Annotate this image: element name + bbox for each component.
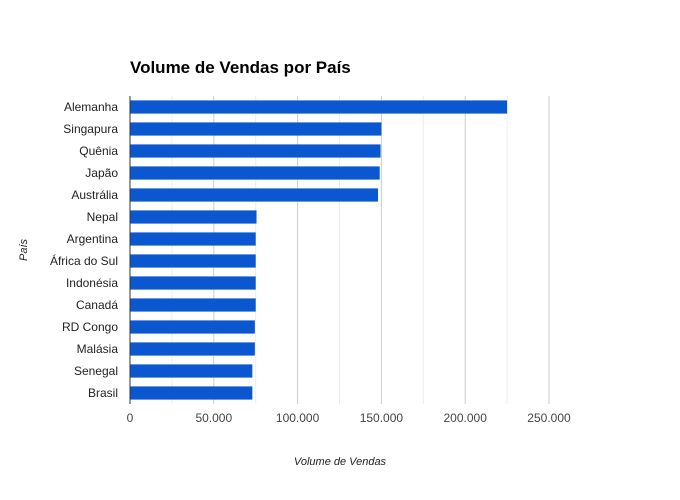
category-label: Argentina	[67, 232, 119, 246]
y-axis-title: País	[18, 238, 30, 261]
grid-layer	[171, 96, 550, 404]
category-label: Brasil	[88, 386, 118, 400]
category-labels: Alemanha Singapura Quênia Japão Austrália Nep…	[50, 100, 118, 400]
chart-title: Volume de Vendas por País	[130, 58, 351, 77]
x-tick-label: 0	[127, 411, 134, 425]
x-tick-label: 50.000	[195, 411, 232, 425]
bars-layer	[130, 100, 508, 400]
category-label: Quênia	[79, 144, 118, 158]
category-label: RD Congo	[62, 320, 118, 334]
category-label: Nepal	[87, 210, 118, 224]
category-label: Austrália	[71, 188, 118, 202]
bar[interactable]	[130, 232, 256, 246]
bar[interactable]	[130, 386, 253, 400]
bar[interactable]	[130, 276, 256, 290]
category-label: Singapura	[63, 122, 118, 136]
x-tick-label: 100.000	[276, 411, 320, 425]
category-label: Japão	[85, 166, 118, 180]
x-tick-labels: 0 50.000 100.000 150.000 200.000 250.000	[127, 411, 571, 425]
bar[interactable]	[130, 144, 381, 158]
bar[interactable]	[130, 100, 508, 114]
category-label: Senegal	[74, 364, 118, 378]
x-tick-label: 150.000	[360, 411, 404, 425]
x-tick-label: 250.000	[527, 411, 571, 425]
bar[interactable]	[130, 320, 255, 334]
bar[interactable]	[130, 298, 256, 312]
bar[interactable]	[130, 254, 256, 268]
category-label: Malásia	[77, 342, 119, 356]
bar[interactable]	[130, 122, 382, 136]
bar[interactable]	[130, 364, 253, 378]
x-tick-label: 200.000	[444, 411, 488, 425]
category-label: Indonésia	[66, 276, 118, 290]
x-axis-title: Volume de Vendas	[294, 456, 387, 468]
bar[interactable]	[130, 342, 255, 356]
bar[interactable]	[130, 210, 257, 224]
bar[interactable]	[130, 188, 379, 202]
category-label: Alemanha	[64, 100, 118, 114]
category-label: Canadá	[76, 298, 118, 312]
category-label: África do Sul	[50, 253, 118, 268]
bar[interactable]	[130, 166, 380, 180]
